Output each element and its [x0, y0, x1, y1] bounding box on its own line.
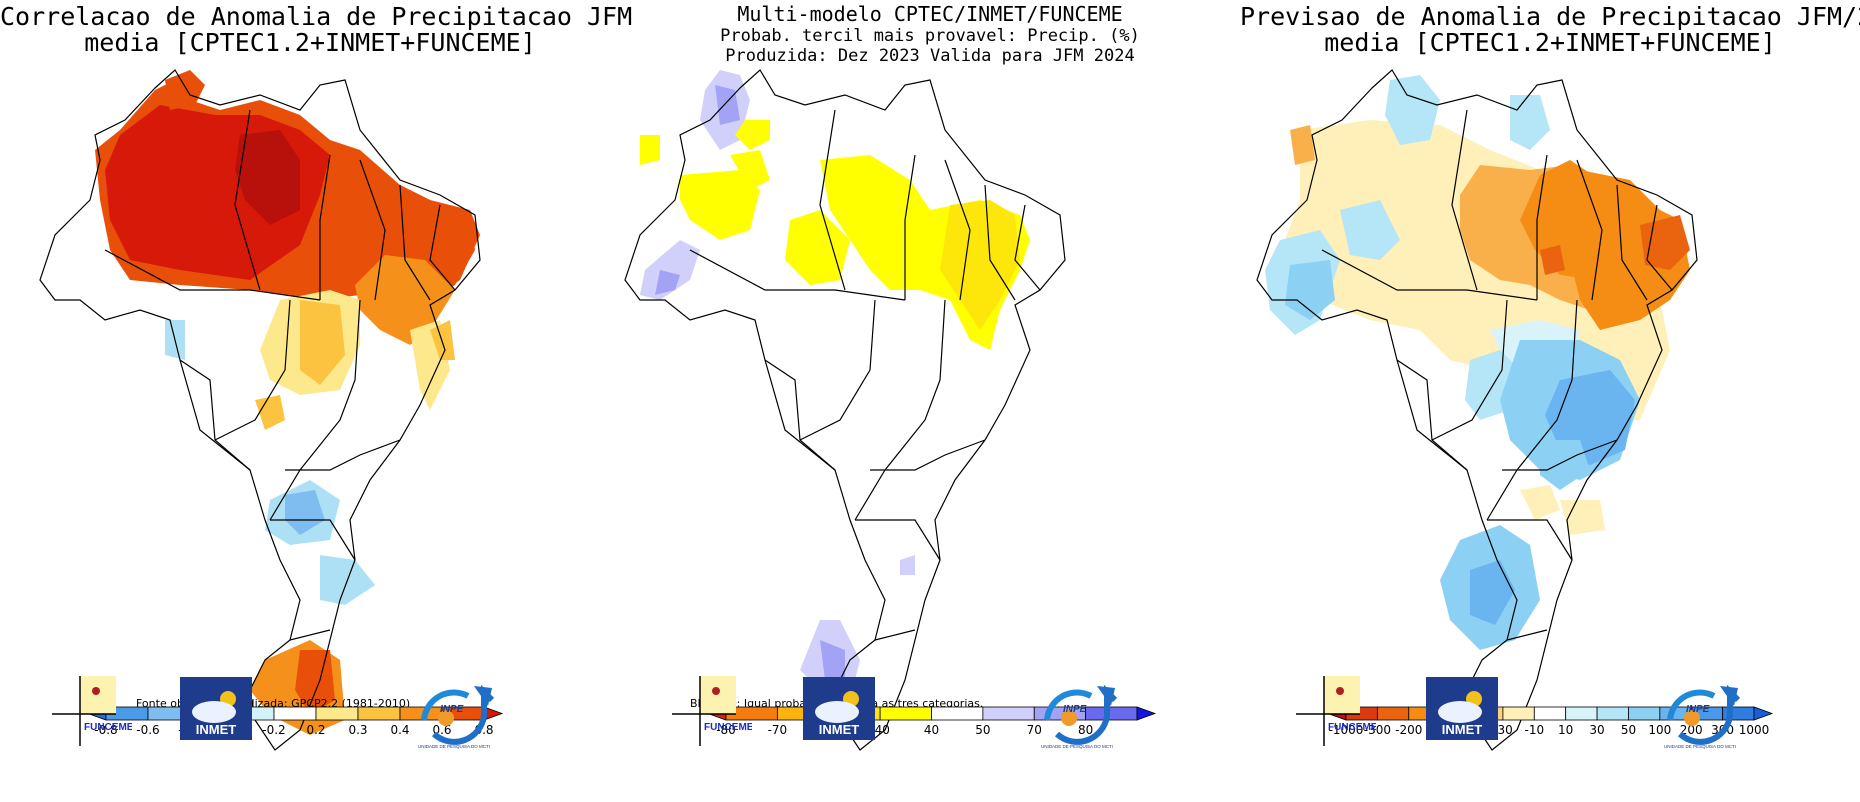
panel-title-line-2: media [CPTEC1.2+INMET+FUNCEME] [84, 28, 536, 57]
funceme-dot-icon [92, 687, 100, 695]
panel-title-line-2: media [CPTEC1.2+INMET+FUNCEME] [1324, 28, 1776, 57]
inpe-logo-2: INPE UNIDADE DE PESQUISA DO MCTI [1041, 684, 1118, 749]
inmet-label: INMET [819, 722, 860, 737]
inpe-sub-label: UNIDADE DE PESQUISA DO MCTI [1664, 744, 1736, 749]
forecast-map [1256, 69, 1698, 751]
funceme-label: FUNCEME [1328, 722, 1376, 733]
colorbar-tick-label: 80 [1078, 723, 1093, 737]
colorbar-swatch [1376, 706, 1410, 721]
probability-map [624, 69, 1066, 751]
colorbar-tick-label: -10 [1525, 723, 1545, 737]
panel-title-line-1: Previsao de Anomalia de Precipitacao JFM… [1240, 2, 1860, 31]
colorbar-tick-label: 10 [1558, 723, 1573, 737]
colorbar-tick-label: -1000 [1329, 723, 1364, 737]
colorbar-swatch [931, 706, 984, 721]
colorbar-swatch [1596, 706, 1629, 721]
colorbar-tick-label: -300 [1364, 723, 1391, 737]
funceme-dot-icon [712, 687, 720, 695]
inpe-logo-3: INPE UNIDADE DE PESQUISA DO MCTI [1664, 684, 1741, 749]
funceme-logo-1: FUNCEME [52, 676, 132, 746]
inmet-logo-1: INMET [180, 677, 252, 740]
inpe-orb-icon [1684, 710, 1700, 726]
colorbar-swatch [273, 706, 317, 721]
funceme-label: FUNCEME [704, 722, 752, 733]
inpe-orb-icon [1061, 710, 1077, 726]
colorbar-swatch [1502, 706, 1535, 721]
probability-field [640, 70, 1030, 700]
state-borders-1 [39, 69, 481, 751]
colorbar-swatch [1565, 706, 1598, 721]
inpe-orb-icon [438, 710, 454, 726]
colorbar-swatch [982, 706, 1035, 721]
colorbar-tick-label: -80 [716, 723, 736, 737]
panel-title-line-2: Probab. tercil mais provavel: Precip. (%… [720, 26, 1140, 46]
colorbar-tick-label: -40 [870, 723, 890, 737]
state-borders-2 [624, 69, 1066, 751]
funceme-label: FUNCEME [84, 722, 132, 733]
inmet-logo-3: INMET [1426, 677, 1498, 740]
colorbar-tick-label: -0.2 [262, 723, 285, 737]
colorbar-tick-label: -0.6 [136, 723, 159, 737]
funceme-dot-icon [1336, 687, 1344, 695]
cloud-icon [815, 701, 859, 723]
funceme-logo-2: FUNCEME [672, 676, 752, 746]
colorbar-swatch [1136, 706, 1157, 721]
funceme-logo-3: FUNCEME [1296, 676, 1376, 746]
panel-correlation: Correlacao de Anomalia de Precipitacao J… [0, 0, 633, 802]
inpe-label: INPE [440, 704, 464, 715]
colorbar-tick-label: 0.3 [348, 723, 367, 737]
colorbar-tick-label: 0.4 [390, 723, 409, 737]
colorbar-tick-label: 50 [1621, 723, 1636, 737]
panel-title-line-1: Multi-modelo CPTEC/INMET/FUNCEME [737, 2, 1123, 26]
inmet-label: INMET [196, 722, 237, 737]
colorbar-tick-label: 1000 [1739, 723, 1770, 737]
colorbar-tick-label: 30 [1589, 723, 1604, 737]
inpe-sub-label: UNIDADE DE PESQUISA DO MCTI [1041, 744, 1113, 749]
colorbar-tick-label: -30 [1493, 723, 1513, 737]
forecast-field [1265, 75, 1690, 650]
colorbar-tick-label: 50 [975, 723, 990, 737]
funceme-sun-box [80, 676, 116, 714]
colorbar-tick-label: 200 [1680, 723, 1703, 737]
inpe-logo-1: INPE UNIDADE DE PESQUISA DO MCTI [418, 684, 495, 749]
colorbar-swatch [1628, 706, 1661, 721]
inpe-label: INPE [1063, 704, 1087, 715]
colorbar-tick-label: -200 [1395, 723, 1422, 737]
colorbar-tick-label: -70 [768, 723, 788, 737]
colorbar-swatch [1753, 706, 1774, 721]
cloud-icon [192, 701, 236, 723]
panel-title-line-3: Produzida: Dez 2023 Valida para JFM 2024 [725, 46, 1135, 66]
inpe-label: INPE [1686, 704, 1710, 715]
colorbar-swatch [879, 706, 932, 721]
colorbar-swatch [1533, 706, 1567, 721]
state-borders-3 [1256, 69, 1698, 751]
colorbar-swatch [315, 706, 359, 721]
colorbar-swatch [357, 706, 401, 721]
panel-title-line-1: Correlacao de Anomalia de Precipitacao J… [0, 2, 633, 31]
colorbar-tick-label: 70 [1027, 723, 1042, 737]
colorbar-tick-label: 0.2 [306, 723, 325, 737]
colorbar-tick-label: 40 [924, 723, 939, 737]
inpe-sub-label: UNIDADE DE PESQUISA DO MCTI [418, 744, 490, 749]
cloud-icon [1438, 701, 1482, 723]
colorbar-tick-label: -0.8 [94, 723, 117, 737]
inmet-label: INMET [1442, 722, 1483, 737]
colorbar-tick-label: 100 [1648, 723, 1671, 737]
inmet-logo-2: INMET [803, 677, 875, 740]
